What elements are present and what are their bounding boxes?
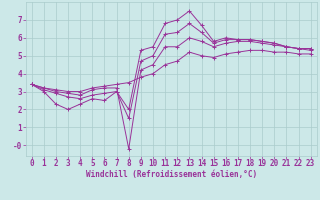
X-axis label: Windchill (Refroidissement éolien,°C): Windchill (Refroidissement éolien,°C) [86,170,257,179]
